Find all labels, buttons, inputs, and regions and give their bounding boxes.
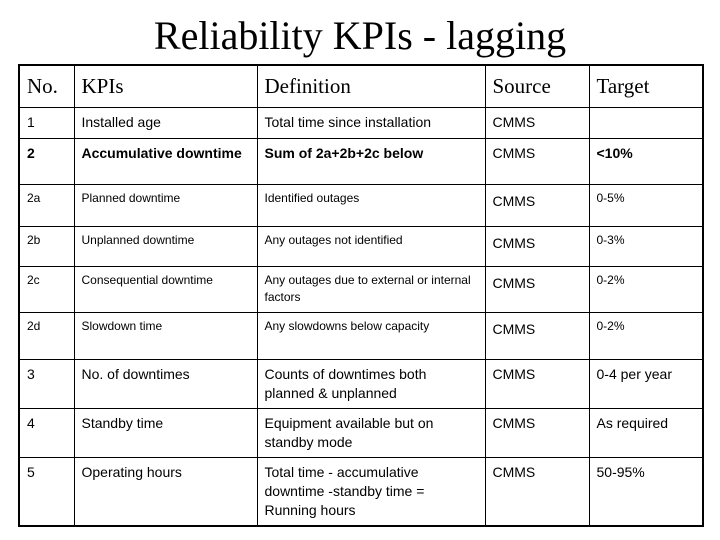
table-row: 4 Standby time Equipment available but on … (18, 407, 704, 458)
table-cell (588, 106, 704, 139)
table-cell: <10% (588, 137, 704, 185)
table-row: 2a Planned downtime Identified outages CMMS… (18, 183, 704, 227)
table-cell: CMMS (484, 407, 590, 458)
table-cell: 3 (18, 358, 75, 409)
table-cell: 0-3% (588, 225, 704, 267)
column-header: Source (484, 64, 590, 108)
table-cell: 2b (18, 225, 75, 267)
table-cell: CMMS (484, 358, 590, 409)
table-cell: 2a (18, 183, 75, 227)
table-cell: Unplanned downtime (73, 225, 258, 267)
table-row: 2 Accumulative downtime Sum of 2a+2b+2c be… (18, 137, 704, 185)
table-cell: Planned downtime (73, 183, 258, 227)
table-cell: 2 (18, 137, 75, 185)
table-cell: 5 (18, 456, 75, 526)
header-row: No. KPIs Definition Source Target (18, 64, 704, 108)
table-cell: Accumulative downtime (73, 137, 258, 185)
table-cell: Installed age (73, 106, 258, 139)
table-cell: CMMS (484, 106, 590, 139)
table-cell: Operating hours (73, 456, 258, 526)
table-cell: CMMS (484, 311, 590, 360)
table-row: 5 Operating hours Total time - accumulativ… (18, 456, 704, 526)
table-cell: 2c (18, 265, 75, 313)
slide-title: Reliability KPIs - lagging (153, 13, 567, 58)
column-header: Definition (256, 64, 486, 108)
table-cell: 1 (18, 106, 75, 139)
table-cell: 50-95% (588, 456, 704, 526)
table-cell: CMMS (484, 456, 590, 526)
table-cell: Identified outages (256, 183, 486, 227)
table-cell: 0-5% (588, 183, 704, 227)
table-cell: CMMS (484, 137, 590, 185)
table-cell: Consequential downtime (73, 265, 258, 313)
table-row: 2b Unplanned downtime Any outages not iden… (18, 225, 704, 267)
table-cell: As required (588, 407, 704, 458)
table-cell: CMMS (484, 225, 590, 267)
table-cell: Counts of downtimes both planned & unpla… (256, 358, 486, 409)
table-cell: Any outages due to external or internal … (256, 265, 486, 313)
table-cell: No. of downtimes (73, 358, 258, 409)
table-cell: 2d (18, 311, 75, 360)
table-row: 2c Consequential downtime Any outages due … (18, 265, 704, 313)
table-cell: CMMS (484, 183, 590, 227)
table-cell: 0-2% (588, 265, 704, 313)
table-row: 1 Installed age Total time since installat… (18, 106, 704, 139)
table-cell: Total time - accumulative downtime -stan… (256, 456, 486, 526)
table-row: 2d Slowdown time Any slowdowns below capac… (18, 311, 704, 360)
table-cell: Sum of 2a+2b+2c below (256, 137, 486, 185)
table-row: 3 No. of downtimes Counts of downtimes bot… (18, 358, 704, 409)
table-cell: Any slowdowns below capacity (256, 311, 486, 360)
column-header: KPIs (73, 64, 258, 108)
table-cell: 4 (18, 407, 75, 458)
table-cell: Total time since installation (256, 106, 486, 139)
table-cell: Any outages not identified (256, 225, 486, 267)
table-cell: CMMS (484, 265, 590, 313)
table-cell: Slowdown time (73, 311, 258, 360)
kpi-table: No. KPIs Definition Source Target 1 Installed… (18, 64, 704, 527)
table-cell: Standby time (73, 407, 258, 458)
column-header: Target (588, 64, 704, 108)
table-cell: 0-2% (588, 311, 704, 360)
table-cell: Equipment available but on standby mode (256, 407, 486, 458)
table-cell: 0-4 per year (588, 358, 704, 409)
column-header: No. (18, 64, 75, 108)
